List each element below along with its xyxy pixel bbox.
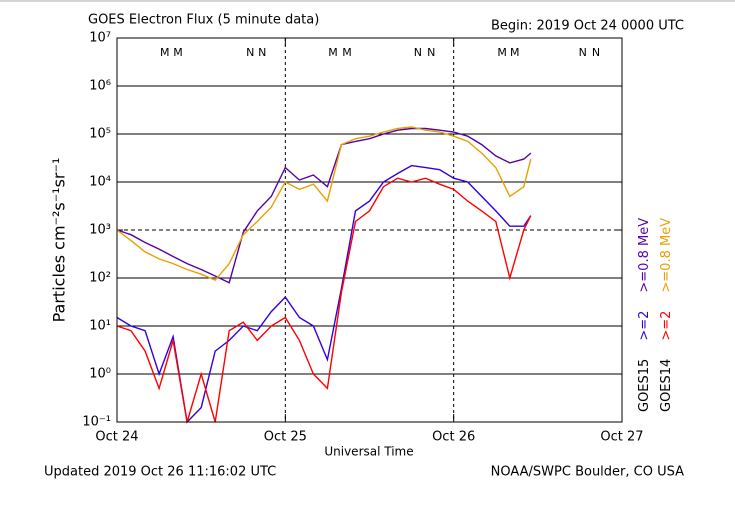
chart-subtitle: Begin: 2019 Oct 24 0000 UTC xyxy=(491,19,684,34)
series-line xyxy=(116,127,532,284)
y-tick-label: 10⁰ xyxy=(89,367,111,382)
legend-label: >=2 xyxy=(637,311,652,341)
y-tick-label: 10² xyxy=(89,271,111,286)
orbit-marker: M xyxy=(510,46,520,59)
x-tick-label: Oct 24 xyxy=(95,430,138,445)
y-axis-title: Particles cm⁻²s⁻¹sr⁻¹ xyxy=(50,158,69,323)
orbit-marker: M xyxy=(328,46,338,59)
series-line xyxy=(116,177,532,423)
y-tick-label: 10⁵ xyxy=(89,127,111,142)
legend-satellite: GOES14 xyxy=(659,359,674,412)
series-line xyxy=(116,164,532,424)
orbit-marker: M xyxy=(173,46,183,59)
legend-satellite: GOES15 xyxy=(637,359,652,412)
legend-label: >=2 xyxy=(659,311,674,341)
legend-label: >=0.8 MeV xyxy=(659,218,674,293)
orbit-marker: M xyxy=(160,46,170,59)
y-tick-label: 10³ xyxy=(89,223,111,238)
orbit-marker: N xyxy=(246,46,254,59)
y-tick-label: 10¹ xyxy=(89,319,111,334)
plot-frame xyxy=(116,37,623,423)
orbit-marker: M xyxy=(497,46,507,59)
series-line xyxy=(116,126,532,282)
y-tick-label: 10⁶ xyxy=(89,79,111,94)
x-tick-label: Oct 26 xyxy=(432,430,475,445)
legend-label: >=0.8 MeV xyxy=(637,218,652,293)
orbit-marker: N xyxy=(427,46,435,59)
orbit-marker: N xyxy=(258,46,266,59)
y-tick-label: 10⁴ xyxy=(89,175,111,190)
x-axis-title: Universal Time xyxy=(324,445,413,459)
x-tick-label: Oct 25 xyxy=(264,430,307,445)
orbit-marker: N xyxy=(414,46,422,59)
legend-entry: GOES14 >=2 >=0.8 MeV xyxy=(659,218,674,412)
orbit-marker: M xyxy=(342,46,352,59)
y-tick-label: 10⁷ xyxy=(89,31,111,46)
legend-entry: GOES15 >=2 >=0.8 MeV xyxy=(637,218,652,412)
footer-left: Updated 2019 Oct 26 11:16:02 UTC xyxy=(44,465,276,480)
footer-right: NOAA/SWPC Boulder, CO USA xyxy=(491,465,684,480)
y-tick-label: 10⁻¹ xyxy=(82,415,111,430)
orbit-marker: N xyxy=(592,46,600,59)
chart-title: GOES Electron Flux (5 minute data) xyxy=(88,13,319,28)
x-tick-label: Oct 27 xyxy=(600,430,643,445)
orbit-marker: N xyxy=(579,46,587,59)
